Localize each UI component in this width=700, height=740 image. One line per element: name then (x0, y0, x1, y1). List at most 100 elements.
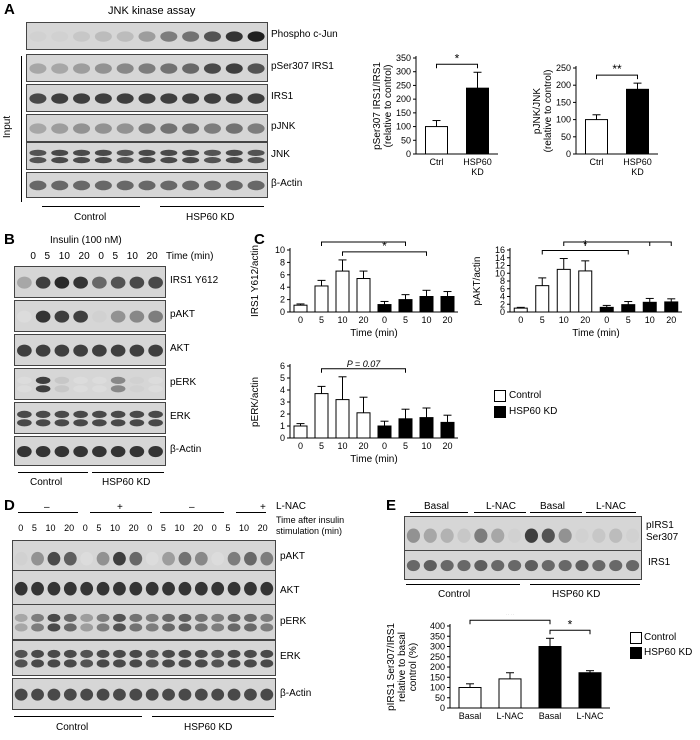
blot-e-pirs1 (404, 516, 642, 554)
band (178, 659, 192, 668)
band (211, 613, 225, 622)
time-row-d: 0 5 10 20 0 5 10 20 0 5 10 20 0 5 10 20 (14, 524, 272, 533)
blot-b-label-akt: AKT (170, 343, 190, 354)
band (138, 93, 156, 104)
band (129, 581, 143, 596)
panel-e-label: E (386, 497, 397, 514)
blot-d-erk (12, 640, 276, 676)
band (138, 63, 156, 74)
band (247, 31, 265, 42)
x-tick-label-c3: 5 (403, 441, 408, 451)
blot-a-label-irs1: IRS1 (271, 91, 294, 102)
x-tick-label-c3: 20 (358, 441, 368, 451)
band (92, 385, 107, 393)
band (51, 93, 69, 104)
time-b-4: 0 (98, 251, 104, 262)
band (54, 276, 70, 289)
group-label-e-control: Control (438, 589, 471, 600)
band (160, 31, 178, 42)
band (247, 63, 265, 74)
significance-bracket-e1 (469, 619, 551, 625)
legend-e-control: Control (644, 632, 677, 643)
significance-bracket-c1 (321, 241, 406, 246)
y-tick-label-c3: 4 (280, 385, 285, 395)
band (80, 613, 94, 622)
band (113, 659, 126, 668)
band (92, 276, 107, 289)
group-label-a-kd: HSP60 KD (186, 212, 235, 223)
time-b-3: 20 (78, 251, 90, 262)
band (47, 581, 61, 596)
significance-bracket-c2 (541, 250, 629, 255)
band (113, 623, 126, 632)
cond-line-e-2 (530, 512, 582, 513)
band (51, 149, 69, 156)
band (54, 445, 70, 458)
blot-bands (15, 335, 165, 365)
cond-line-e-1 (474, 512, 526, 513)
band (406, 559, 421, 572)
band (54, 419, 70, 427)
band (116, 149, 134, 156)
legend-e-swatch-control (630, 632, 642, 644)
band (227, 613, 241, 622)
band (110, 310, 126, 323)
group-line-d-kd (152, 716, 274, 717)
x-tick-label-c2: 10 (559, 315, 569, 325)
band (73, 385, 88, 393)
blot-e-irs1 (404, 550, 642, 580)
band (194, 659, 208, 668)
band (247, 157, 265, 164)
blot-bands (15, 301, 165, 331)
band (94, 180, 112, 191)
band (625, 559, 640, 572)
band (260, 688, 274, 701)
band (148, 376, 163, 384)
band (113, 649, 126, 658)
band (227, 649, 241, 658)
band (203, 157, 221, 164)
x-axis-label-c1: Time (min) (350, 328, 397, 339)
y-tick-label-e1: 150 (430, 672, 445, 682)
band (35, 344, 51, 357)
bar-e1-3 (578, 672, 602, 709)
band (73, 419, 88, 427)
band (148, 344, 163, 357)
band (113, 551, 126, 566)
band (94, 123, 112, 134)
band (31, 688, 44, 701)
y-axis-label-a2: pJNK/JNK (532, 88, 543, 134)
x-tick-label-c2: 10 (645, 315, 655, 325)
band (29, 157, 47, 164)
band (54, 376, 70, 384)
y-tick-label-c2: 14 (495, 253, 505, 263)
band (35, 310, 51, 323)
band (260, 551, 274, 566)
band (14, 649, 28, 658)
band (14, 688, 28, 701)
band (225, 31, 243, 42)
band (129, 376, 145, 384)
band (541, 559, 555, 572)
band (14, 581, 28, 596)
band (148, 445, 163, 458)
band (178, 613, 192, 622)
blot-b-label-erk: ERK (170, 411, 191, 422)
group-label-a-control: Control (74, 212, 107, 223)
band (73, 276, 88, 289)
band (129, 623, 143, 632)
band (145, 581, 159, 596)
x-tick-label-a2: HSP60 (623, 157, 652, 167)
significance-bracket-e1 (549, 629, 591, 635)
significance-label-c1: * (382, 239, 387, 253)
band (406, 528, 421, 543)
y-axis-label-a2: (relative to control) (543, 70, 554, 153)
band (129, 688, 143, 701)
blot-a-label-pjnk: pJNK (271, 121, 296, 132)
legend-e-kd: HSP60 KD (644, 647, 693, 658)
band (35, 376, 51, 384)
y-tick-label-e1: 400 (430, 621, 445, 631)
panel-d-label: D (4, 497, 15, 514)
bar-c1-4 (377, 304, 392, 313)
bar-c2-3 (578, 270, 593, 313)
